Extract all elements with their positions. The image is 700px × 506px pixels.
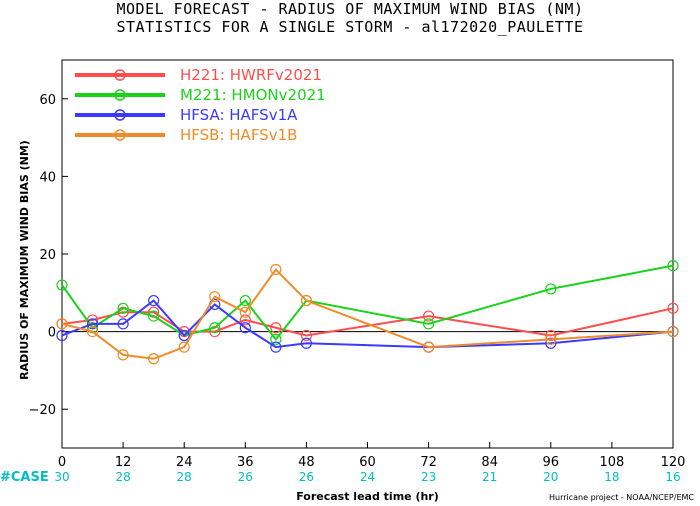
y-tick-label: 40: [39, 170, 56, 185]
series-3: [56, 263, 679, 365]
legend: H221: HWRFv2021 M221: HMONv2021 HFSA: HAFS…: [75, 66, 326, 144]
x-axis-label: Forecast lead time (hr): [296, 490, 439, 503]
legend-swatch-marker: [114, 69, 126, 81]
legend-entry-label: H221: HWRFv2021: [180, 66, 322, 84]
data-point: [239, 314, 251, 326]
data-point: [209, 322, 221, 334]
axes: 0 12 24 36 48 60 72 84 96 108 120 −20 0 20 40 60 Forecas…: [29, 59, 686, 503]
data-point: [545, 283, 557, 295]
case-count: 26: [238, 470, 253, 484]
case-count: 30: [54, 470, 69, 484]
x-tick-label: 24: [176, 455, 193, 470]
data-point: [117, 318, 129, 330]
data-point: [56, 279, 68, 291]
x-tick-label: 48: [298, 455, 315, 470]
y-tick-label: 0: [48, 326, 56, 341]
data-point: [270, 322, 282, 334]
data-point: [56, 318, 68, 330]
data-point: [56, 329, 68, 342]
data-point: [148, 353, 160, 365]
y-axis-label: RADIUS OF MAXIMUM WIND BIAS (NM): [18, 140, 31, 380]
case-label: #CASE: [0, 470, 49, 485]
data-point: [545, 337, 557, 349]
data-point: [86, 326, 99, 338]
case-count: 23: [421, 470, 436, 484]
data-point: [545, 333, 557, 345]
data-point: [667, 326, 679, 338]
data-point: [86, 318, 99, 330]
chart-title-line1: MODEL FORECAST - RADIUS OF MAXIMUM WIND …: [116, 0, 584, 18]
case-count: 24: [360, 470, 375, 484]
legend-swatch-marker: [114, 129, 126, 141]
data-point: [239, 294, 251, 307]
legend-entry-label: HFSB: HAFSv1B: [180, 126, 297, 144]
x-tick-label: 0: [58, 455, 66, 470]
series-line: [61, 267, 674, 360]
legend-swatch-marker: [114, 89, 126, 101]
x-tick-label: 36: [237, 455, 254, 470]
y-tick-label: 60: [39, 93, 56, 108]
y-tick-label: −20: [29, 403, 56, 418]
data-point: [423, 318, 435, 330]
data-point: [239, 322, 251, 334]
case-count: 18: [604, 470, 619, 484]
x-tick-label: 84: [481, 455, 498, 470]
legend-swatch-marker: [114, 109, 126, 121]
case-count: 26: [299, 470, 314, 484]
x-tick-label: 96: [543, 455, 560, 470]
data-point: [239, 306, 251, 318]
case-count: 16: [665, 470, 680, 484]
data-point: [117, 349, 129, 361]
data-point: [423, 310, 435, 322]
data-point: [178, 341, 190, 353]
data-point: [270, 263, 282, 276]
x-tick-label: 120: [661, 455, 686, 470]
series-line: [61, 264, 674, 341]
x-tick-label: 12: [115, 455, 132, 470]
data-point: [178, 329, 190, 342]
data-point: [300, 329, 312, 342]
data-point: [300, 337, 312, 349]
data-point: [667, 302, 679, 314]
case-counts: #CASE 30 28 28 26 26 24 23 21 20 18 16: [0, 470, 681, 485]
legend-entry-label: M221: HMONv2021: [180, 86, 326, 104]
case-count: 21: [482, 470, 497, 484]
data-point: [423, 341, 435, 353]
data-point: [148, 294, 160, 307]
legend-entry-label: HFSA: HAFSv1A: [180, 106, 298, 124]
data-point: [667, 260, 679, 272]
plot-frame: [61, 59, 674, 449]
case-count: 20: [543, 470, 558, 484]
data-point: [148, 310, 160, 322]
data-point: [270, 341, 282, 353]
data-point: [209, 291, 221, 303]
data-point: [270, 333, 282, 345]
y-tick-label: 20: [39, 248, 56, 263]
case-count: 28: [177, 470, 192, 484]
footer-credit: Hurricane project - NOAA/NCEP/EMC: [548, 493, 694, 502]
data-point: [117, 302, 129, 314]
x-tick-label: 60: [359, 455, 376, 470]
x-tick-label: 72: [420, 455, 437, 470]
case-count: 28: [115, 470, 130, 484]
x-tick-label: 108: [599, 455, 624, 470]
data-point: [545, 329, 557, 342]
series-group: [56, 260, 679, 365]
series-0: [56, 302, 679, 342]
data-point: [300, 294, 312, 307]
chart-title-line2: STATISTICS FOR A SINGLE STORM - al172020…: [116, 18, 584, 36]
